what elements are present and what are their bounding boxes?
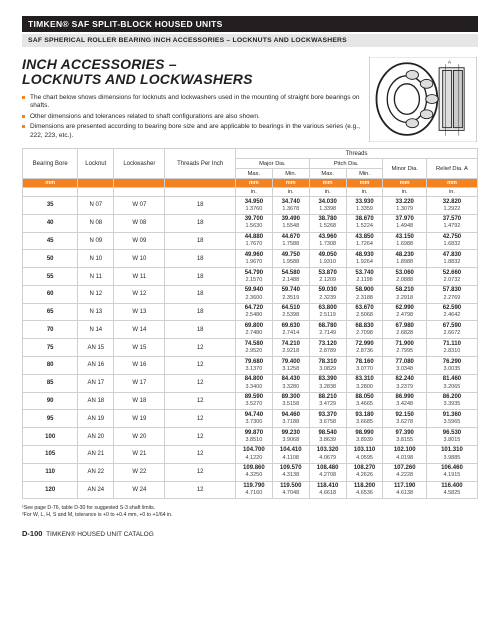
top-header: TIMKEN® SAF SPLIT-BLOCK HOUSED UNITS: [22, 16, 478, 32]
col-locknut: Locknut: [78, 149, 114, 179]
bullet-item: Other dimensions and tolerances related …: [22, 113, 360, 121]
page-title: INCH ACCESSORIES –LOCKNUTS AND LOCKWASHE…: [22, 57, 360, 88]
table-row: 55N 11W 111854.7902.157054.5802.148853.8…: [23, 268, 478, 286]
col-threads-group: Threads: [235, 149, 477, 159]
table-row: 80AN 16W 161279.6803.137079.4003.125878.…: [23, 357, 478, 375]
table-row: 120AN 24W 2412119.7904.7160119.5004.7048…: [23, 481, 478, 499]
page-footer: D-100 TIMKEN® HOUSED UNIT CATALOG: [22, 529, 478, 538]
table-row: 110AN 22W 2212109.8604.3250109.5704.3138…: [23, 463, 478, 481]
table-row: 75AN 15W 151274.5802.952074.2102.921873.…: [23, 339, 478, 357]
col-pitch-max: Max.: [309, 169, 346, 179]
svg-text:A: A: [448, 59, 451, 64]
bullet-item: The chart below shows dimensions for loc…: [22, 94, 360, 111]
table-row: 70N 14W 141869.8002.748069.6302.741468.7…: [23, 321, 478, 339]
table-row: 60N 12W 121859.9402.360059.7402.351959.0…: [23, 285, 478, 303]
table-row: 100AN 20W 201299.8703.851099.2303.906898…: [23, 428, 478, 446]
table-row: 50N 10W 101849.9601.967049.7501.958849.0…: [23, 250, 478, 268]
dimensions-table: Bearing Bore Locknut Lockwasher Threads …: [22, 148, 478, 499]
col-major-max: Max.: [235, 169, 272, 179]
table-row: 95AN 19W 191294.7403.730094.4603.718893.…: [23, 410, 478, 428]
table-row: 35N 07W 071834.9501.376034.7401.367834.0…: [23, 197, 478, 215]
table-row: 85AN 17W 171284.8003.340084.4303.328083.…: [23, 374, 478, 392]
col-lockwasher: Lockwasher: [114, 149, 165, 179]
table-row: 90AN 18W 181289.5903.527089.3003.515888.…: [23, 392, 478, 410]
col-relief-dia: Relief Dia. A: [426, 159, 477, 179]
col-major-min: Min.: [272, 169, 309, 179]
col-pitch-dia: Pitch Dia.: [309, 159, 383, 169]
table-row: 65N 13W 131864.7202.548064.5102.539863.8…: [23, 303, 478, 321]
table-row: 40N 08W 081839.7001.563039.4901.554838.7…: [23, 214, 478, 232]
footnotes: ¹See page D-76, table D-30 for suggested…: [22, 505, 478, 519]
bearing-illustration: A: [368, 57, 478, 142]
col-major-dia: Major Dia.: [235, 159, 309, 169]
col-threads-per-inch: Threads Per Inch: [165, 149, 236, 179]
col-minor-dia: Minor Dia.: [383, 159, 426, 179]
table-row: 45N 09W 091844.8801.767044.6701.758843.9…: [23, 232, 478, 250]
sub-header: SAF SPHERICAL ROLLER BEARING INCH ACCESS…: [22, 34, 478, 47]
table-row: 105AN 21W 2112104.7004.1220104.4104.1108…: [23, 445, 478, 463]
col-pitch-min: Min.: [346, 169, 383, 179]
col-bore: Bearing Bore: [23, 149, 78, 179]
intro-bullets: The chart below shows dimensions for loc…: [22, 94, 360, 140]
bullet-item: Dimensions are presented according to be…: [22, 123, 360, 140]
